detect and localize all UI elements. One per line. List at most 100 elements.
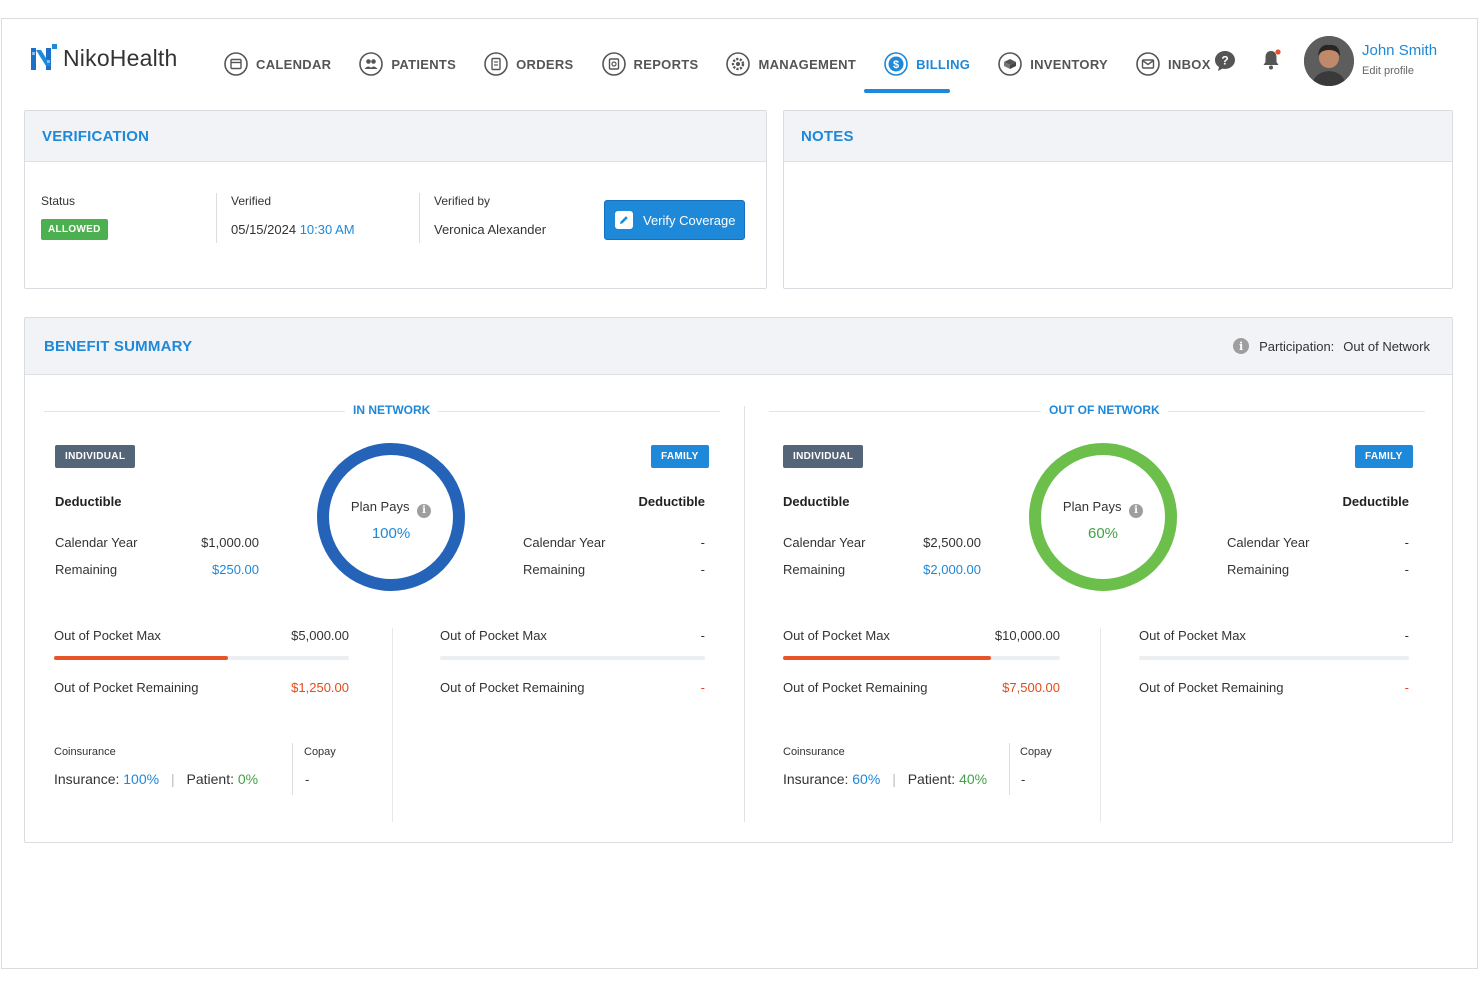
verification-title: VERIFICATION: [42, 127, 150, 145]
patient-label: Patient:: [907, 771, 956, 787]
insurance-label: Insurance:: [783, 771, 849, 787]
help-icon[interactable]: ?: [1214, 50, 1236, 72]
status-label: Status: [41, 194, 76, 208]
nav-label: INBOX: [1168, 56, 1211, 72]
family-oop-progress-bar: [440, 656, 705, 660]
plan-pays-text: Plan Pays: [1062, 499, 1122, 514]
patient-value: 0%: [237, 771, 259, 787]
family-oop-remaining-label: Out of Pocket Remaining: [1139, 680, 1284, 695]
coinsurance-values: Insurance: 60% | Patient: 40%: [783, 771, 987, 787]
oop-max-value: $5,000.00: [291, 628, 349, 643]
family-oop-max-value: -: [700, 628, 705, 643]
plan-pays-percent: 60%: [1087, 525, 1119, 542]
family-tag: FAMILY: [1355, 445, 1413, 468]
plan-pays-percent: 100%: [371, 525, 411, 542]
nav-label: PATIENTS: [391, 56, 457, 72]
insurance-value: 100%: [123, 771, 160, 787]
nav-item-inbox[interactable]: INBOX: [1136, 49, 1211, 79]
out-of-network-title: OUT OF NETWORK: [1041, 403, 1168, 417]
family-oop-remaining-value: -: [700, 680, 705, 695]
nav-item-management[interactable]: MANAGEMENT: [726, 49, 856, 79]
oop-progress-fill: [54, 656, 229, 660]
edit-profile-link[interactable]: Edit profile: [1362, 65, 1414, 77]
nav-item-reports[interactable]: REPORTS: [601, 49, 699, 79]
nav-item-orders[interactable]: ORDERS: [484, 49, 573, 79]
calendar-icon: [224, 52, 248, 76]
family-tag: FAMILY: [651, 445, 709, 468]
out-of-network-plan-pays-ring: Plan Pays i 60%: [1027, 441, 1179, 593]
donut-arc: [317, 443, 465, 591]
gear-icon: [726, 52, 751, 76]
individual-tag: INDIVIDUAL: [783, 445, 864, 468]
divider: [292, 743, 293, 795]
oop-remaining-value: $7,500.00: [1002, 680, 1060, 695]
remaining-value: $2,000.00: [923, 562, 981, 577]
nav-item-billing[interactable]: $ BILLING: [884, 49, 970, 79]
patients-icon: [359, 52, 384, 76]
box-icon: [998, 52, 1022, 76]
nav-label: BILLING: [916, 56, 971, 72]
oop-max-value: $10,000.00: [994, 628, 1060, 643]
network-divider: [744, 406, 745, 822]
copay-label: Copay: [304, 746, 336, 758]
reports-icon: [601, 52, 626, 76]
divider: [1100, 628, 1101, 822]
info-icon[interactable]: i: [417, 503, 432, 518]
avatar[interactable]: [1304, 36, 1354, 86]
nav-label: REPORTS: [633, 56, 699, 72]
divider: [1009, 743, 1010, 795]
main-nav: CALENDAR PATIENTS ORDERS REPORTS MANAGEM…: [224, 49, 1239, 79]
calendar-year-value: $2,500.00: [923, 535, 981, 550]
nav-label: INVENTORY: [1030, 56, 1109, 72]
oop-remaining-label: Out of Pocket Remaining: [783, 680, 928, 695]
info-icon[interactable]: i: [1129, 503, 1144, 518]
family-deductible-label: Deductible: [1342, 494, 1409, 509]
family-oop-max-value: -: [1404, 628, 1409, 643]
family-oop-remaining-value: -: [1404, 680, 1409, 695]
family-oop-remaining-label: Out of Pocket Remaining: [440, 680, 585, 695]
divider: [419, 193, 420, 243]
brand-logo[interactable]: NikoHealth: [29, 42, 178, 74]
nav-label: MANAGEMENT: [758, 56, 857, 72]
family-calendar-year-value: -: [1404, 535, 1409, 550]
family-calendar-year-label: Calendar Year: [1227, 535, 1310, 550]
notes-header: NOTES: [784, 111, 1452, 162]
separator: |: [892, 771, 896, 787]
calendar-year-value: $1,000.00: [201, 535, 259, 550]
user-name[interactable]: John Smith: [1362, 42, 1438, 59]
family-calendar-year-value: -: [700, 535, 705, 550]
plan-pays-label: Plan Pays i: [315, 499, 467, 518]
orders-icon: [484, 52, 508, 76]
nav-item-calendar[interactable]: CALENDAR: [224, 49, 331, 79]
notes-body[interactable]: [784, 163, 1452, 288]
verify-coverage-label: Verify Coverage: [643, 212, 736, 228]
family-deductible-label: Deductible: [638, 494, 705, 509]
oop-progress-bar: [783, 656, 1060, 660]
edit-pencil-icon: [615, 211, 633, 229]
verified-by-label: Verified by: [434, 194, 491, 208]
mail-icon: [1136, 52, 1160, 76]
oop-progress-bar: [54, 656, 349, 660]
coinsurance-label: Coinsurance: [783, 746, 845, 758]
family-remaining-label: Remaining: [523, 562, 586, 577]
divider: [216, 193, 217, 243]
verify-coverage-button[interactable]: Verify Coverage: [604, 200, 745, 240]
avatar-photo-icon: [1304, 36, 1354, 86]
calendar-year-label: Calendar Year: [783, 535, 866, 550]
nav-label: ORDERS: [516, 56, 574, 72]
verified-by-value: Veronica Alexander: [434, 222, 547, 237]
info-icon[interactable]: i: [1233, 338, 1250, 354]
nav-item-patients[interactable]: PATIENTS: [359, 49, 456, 79]
in-network-title: IN NETWORK: [345, 403, 439, 417]
nav-label: CALENDAR: [256, 56, 332, 72]
copay-value: -: [1021, 772, 1026, 787]
bell-icon[interactable]: [1259, 48, 1283, 72]
patient-value: 40%: [959, 771, 988, 787]
deductible-label: Deductible: [783, 494, 850, 509]
nav-item-inventory[interactable]: INVENTORY: [998, 49, 1108, 79]
verified-date: 05/15/2024 10:30 AM: [231, 222, 355, 237]
status-badge: ALLOWED: [41, 219, 108, 240]
verification-header: VERIFICATION: [25, 111, 766, 162]
svg-text:$: $: [893, 59, 899, 71]
copay-label: Copay: [1020, 746, 1052, 758]
